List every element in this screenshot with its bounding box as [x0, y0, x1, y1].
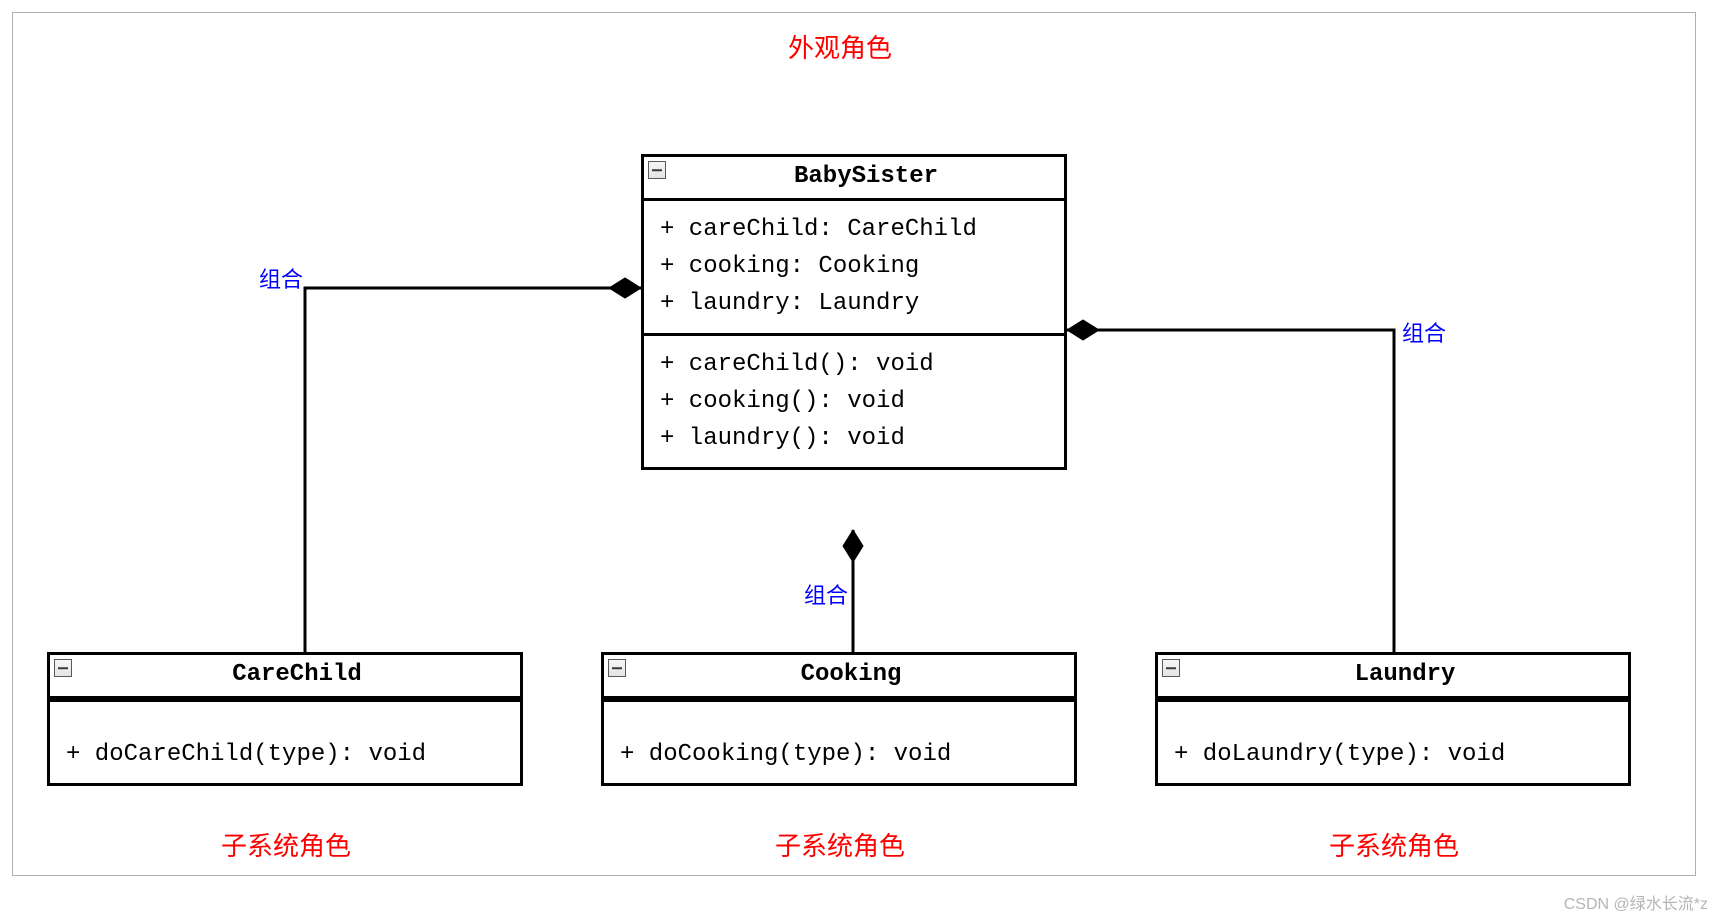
class-title: Laundry — [1158, 655, 1628, 699]
class-name: BabySister — [794, 163, 938, 190]
method-row: + doCooking(type): void — [620, 736, 1058, 773]
class-name: CareChild — [232, 661, 362, 688]
attributes-section — [50, 699, 520, 726]
class-name: Cooking — [801, 661, 902, 688]
method-row: + laundry(): void — [660, 420, 1048, 457]
class-carechild: CareChild + doCareChild(type): void — [47, 652, 523, 786]
role-label: 子系统角色 — [775, 826, 905, 863]
methods-section: + doCareChild(type): void — [50, 726, 520, 783]
composition-label: 组合 — [1402, 316, 1446, 348]
class-cooking: Cooking + doCooking(type): void — [601, 652, 1077, 786]
role-label: 子系统角色 — [221, 826, 351, 863]
attribute-row: + careChild: CareChild — [660, 211, 1048, 248]
methods-section: + careChild(): void+ cooking(): void+ la… — [644, 333, 1064, 468]
methods-section: + doLaundry(type): void — [1158, 726, 1628, 783]
method-row: + doLaundry(type): void — [1174, 736, 1612, 773]
attributes-section — [604, 699, 1074, 726]
class-name: Laundry — [1355, 661, 1456, 688]
attributes-section: + careChild: CareChild+ cooking: Cooking… — [644, 201, 1064, 333]
composition-label: 组合 — [259, 262, 303, 294]
class-title: CareChild — [50, 655, 520, 699]
attribute-row: + cooking: Cooking — [660, 248, 1048, 285]
method-row: + cooking(): void — [660, 383, 1048, 420]
watermark: CSDN @绿水长流*z — [1564, 890, 1708, 914]
attribute-row: + laundry: Laundry — [660, 285, 1048, 322]
collapse-icon — [54, 659, 72, 677]
class-title: Cooking — [604, 655, 1074, 699]
role-label: 子系统角色 — [1329, 826, 1459, 863]
methods-section: + doCooking(type): void — [604, 726, 1074, 783]
attributes-section — [1158, 699, 1628, 726]
method-row: + careChild(): void — [660, 346, 1048, 383]
collapse-icon — [1162, 659, 1180, 677]
composition-label: 组合 — [804, 578, 848, 610]
class-babysister: BabySister + careChild: CareChild+ cooki… — [641, 154, 1067, 470]
role-label: 外观角色 — [788, 28, 892, 65]
class-title: BabySister — [644, 157, 1064, 201]
collapse-icon — [648, 161, 666, 179]
class-laundry: Laundry + doLaundry(type): void — [1155, 652, 1631, 786]
method-row: + doCareChild(type): void — [66, 736, 504, 773]
collapse-icon — [608, 659, 626, 677]
